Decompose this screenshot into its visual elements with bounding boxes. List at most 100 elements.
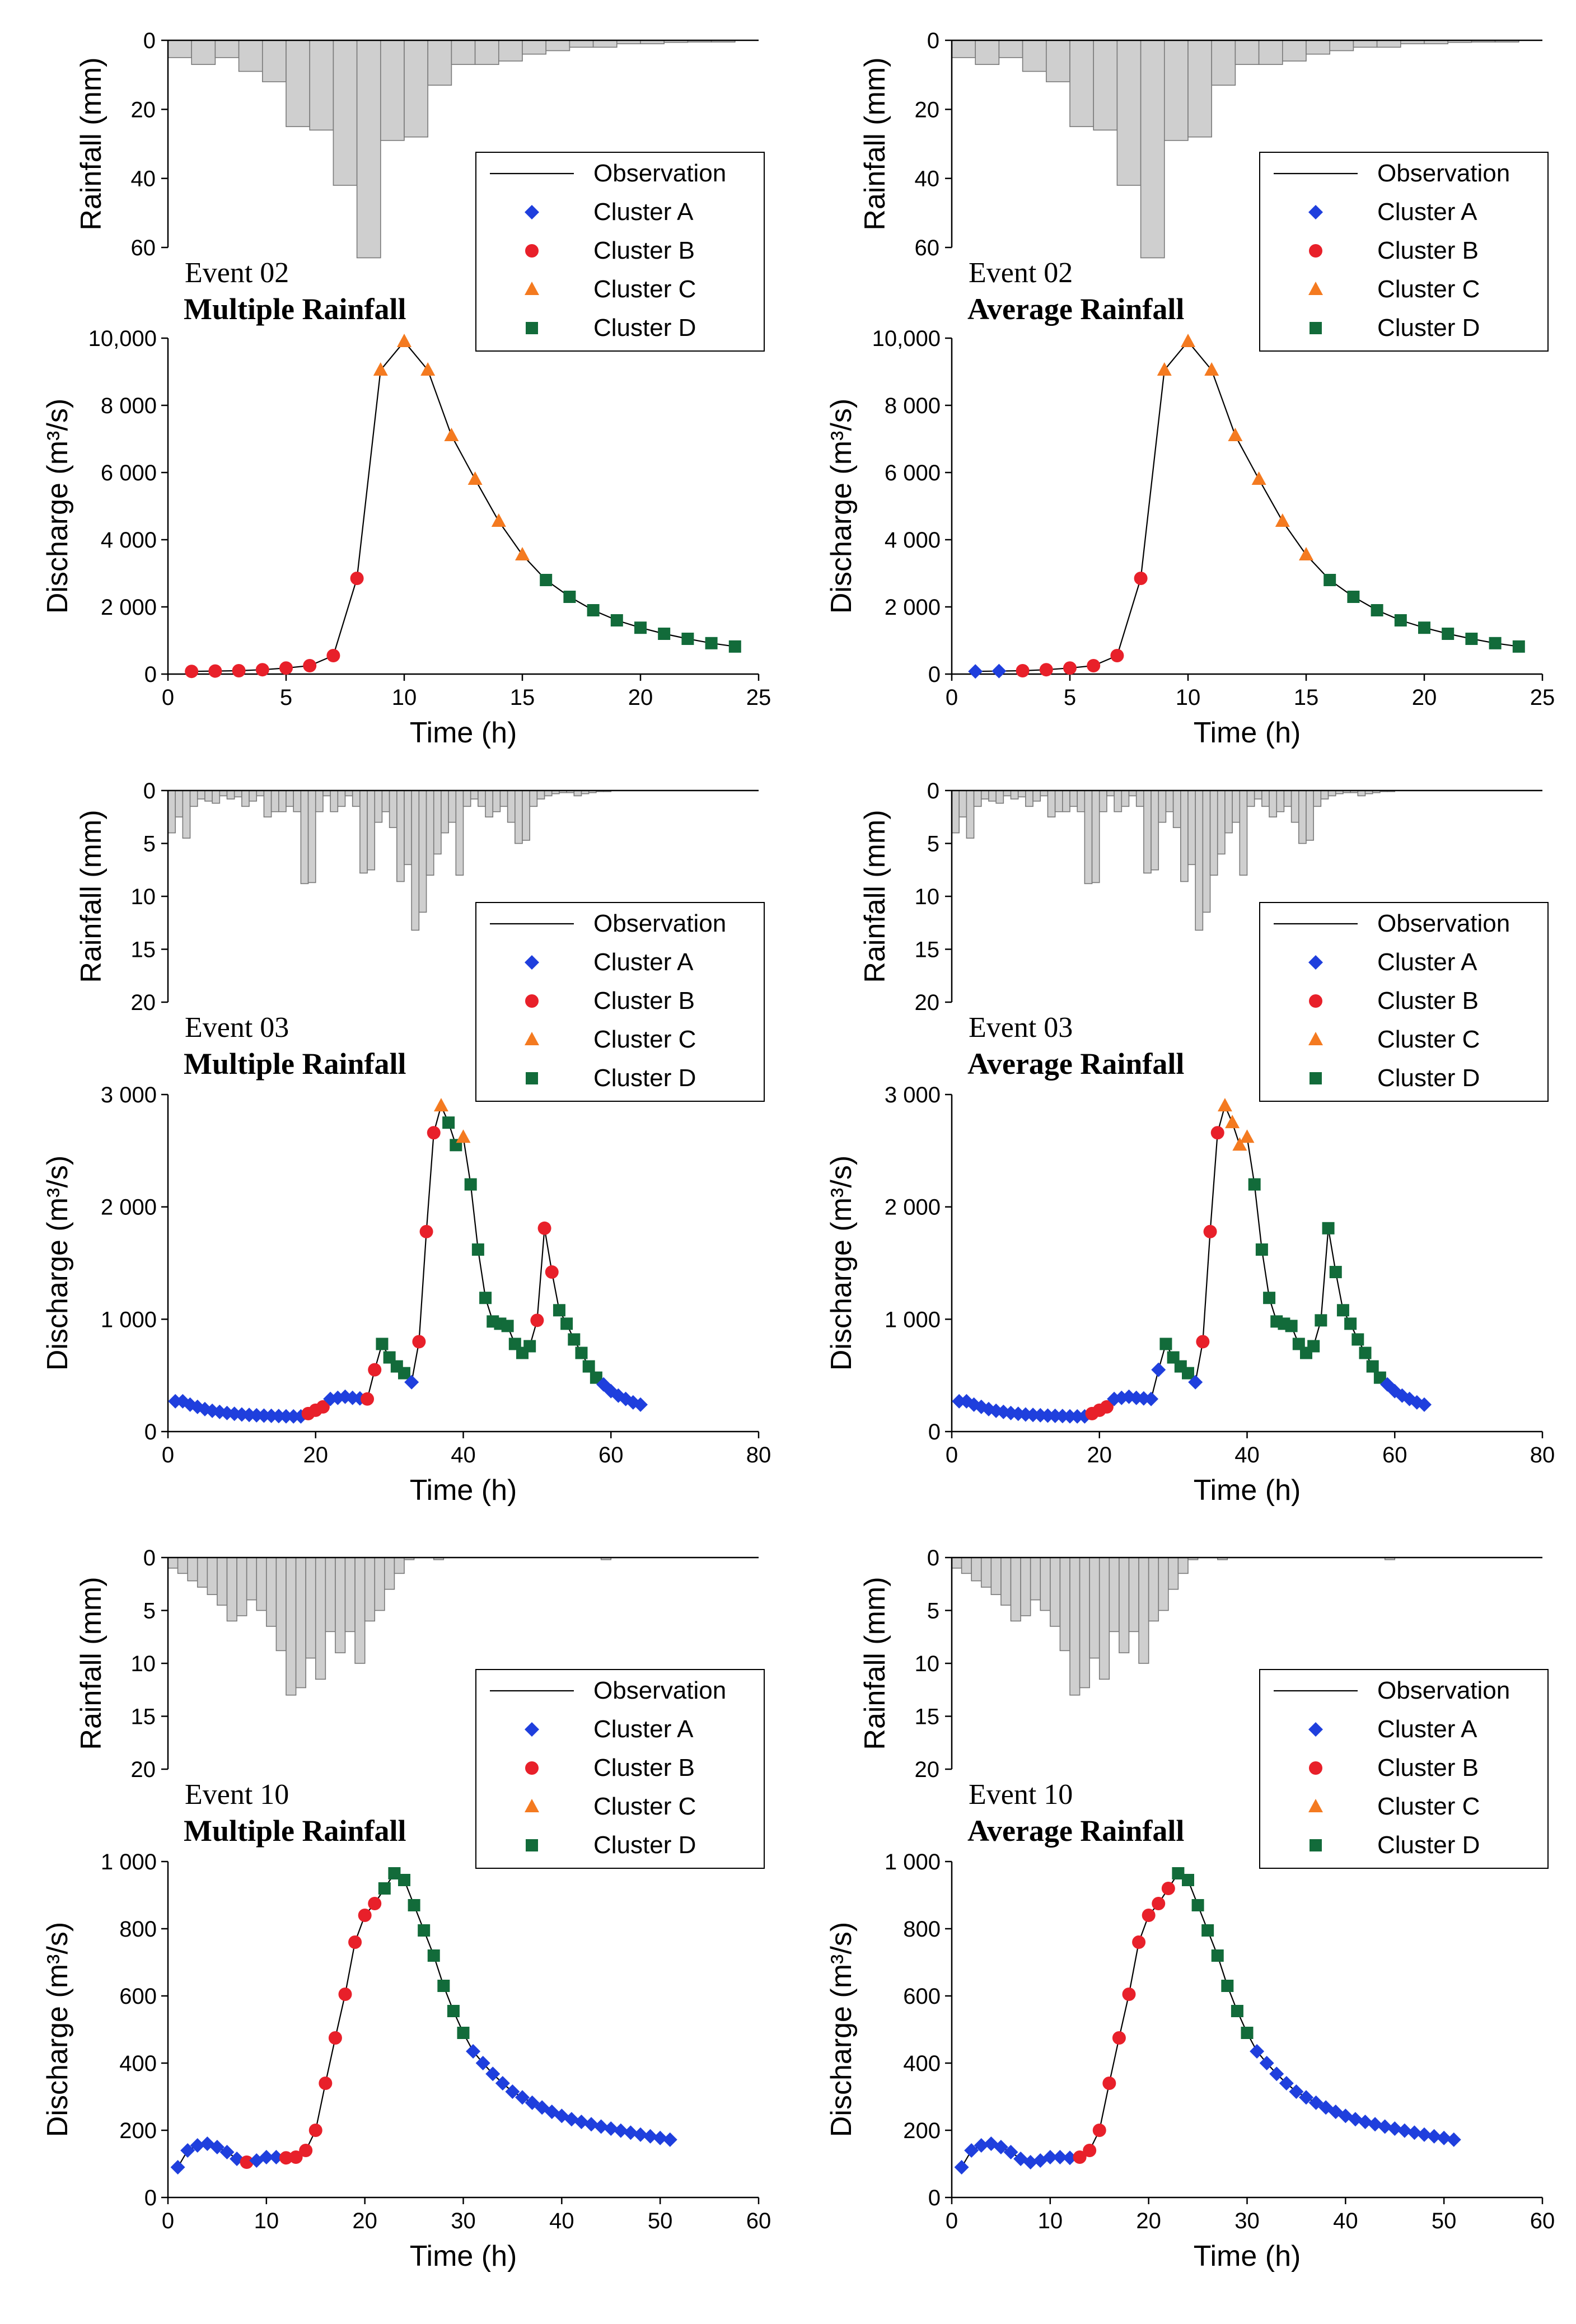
rain-bar xyxy=(1010,1557,1021,1622)
rain-tick-label: 20 xyxy=(131,990,156,1015)
discharge-point-cluster-b xyxy=(1016,664,1030,677)
rain-tick-label: 5 xyxy=(143,1599,156,1624)
panel-event03-average: 0 5 10 15 20 Rainfall (mm) 0 1 000 2 000 3 000 0 20… xyxy=(825,779,1555,1507)
discharge-point-cluster-c xyxy=(397,334,411,347)
rain-tick-label: 20 xyxy=(915,1757,940,1782)
rain-tick-label: 0 xyxy=(927,779,939,803)
rain-bar xyxy=(498,40,523,62)
x-tick-label: 5 xyxy=(280,685,292,710)
rain-bar xyxy=(226,790,235,799)
rain-bar xyxy=(1047,790,1056,818)
rainfall-mode-label: Average Rainfall xyxy=(967,292,1184,326)
rain-bar xyxy=(951,790,960,834)
rain-bar xyxy=(433,790,442,855)
rain-bar xyxy=(1148,1557,1159,1622)
legend-cluster-a: Cluster A xyxy=(593,1715,694,1743)
rain-bar xyxy=(998,40,1023,58)
rain-bar xyxy=(167,40,193,58)
y-tick-label: 8 000 xyxy=(101,394,157,418)
discharge-point-cluster-a xyxy=(1279,2076,1294,2091)
rain-bar xyxy=(182,790,191,839)
rain-tick-label: 60 xyxy=(915,236,940,260)
discharge-point-cluster-a xyxy=(485,2066,501,2082)
discharge-point-cluster-b xyxy=(1210,1126,1224,1140)
rain-bar xyxy=(330,790,339,812)
discharge-axis-label: Discharge (m³/s) xyxy=(825,1156,858,1371)
discharge-point-cluster-b xyxy=(1122,1988,1136,2001)
discharge-point-cluster-a xyxy=(466,2044,481,2059)
rain-bar xyxy=(1290,790,1299,823)
legend-swatch-cluster-c xyxy=(525,282,539,295)
event-label: Event 03 xyxy=(185,1012,289,1044)
discharge-point-cluster-a xyxy=(259,2150,274,2164)
legend-cluster-d: Cluster D xyxy=(1377,1831,1480,1859)
y-tick-label: 600 xyxy=(903,1984,941,2009)
legend-cluster-a: Cluster A xyxy=(593,948,694,976)
rain-bar xyxy=(381,790,390,812)
discharge-point-cluster-a xyxy=(954,2160,969,2175)
rain-bar xyxy=(1353,40,1378,48)
rain-bar xyxy=(1224,790,1233,834)
legend-observation: Observation xyxy=(593,910,726,937)
rain-bar xyxy=(515,790,523,844)
discharge-point-cluster-a xyxy=(593,2119,609,2134)
rain-bar xyxy=(197,1557,208,1588)
legend: Observation Cluster A Cluster B Cluster C Cl… xyxy=(1259,1669,1549,1869)
x-tick-label: 25 xyxy=(746,685,771,710)
discharge-point-cluster-a xyxy=(1269,2066,1284,2082)
rain-bar xyxy=(536,790,545,799)
rain-bar xyxy=(441,790,449,834)
x-tick-label: 60 xyxy=(1382,1443,1407,1467)
discharge-point-cluster-d xyxy=(464,1178,477,1191)
rain-bar xyxy=(1269,790,1278,818)
rain-bar xyxy=(1091,790,1100,883)
y-tick-label: 0 xyxy=(144,2186,157,2210)
y-tick-label: 2 000 xyxy=(101,1195,157,1220)
discharge-point-cluster-d xyxy=(398,1874,410,1886)
rain-bar xyxy=(995,790,1004,804)
rain-bar xyxy=(1069,40,1095,127)
rain-bar xyxy=(544,790,553,797)
discharge-point-cluster-c xyxy=(491,513,506,527)
discharge-point-cluster-d xyxy=(378,1882,391,1895)
discharge-point-cluster-a xyxy=(1151,1362,1166,1377)
event-label: Event 02 xyxy=(969,257,1073,289)
legend-swatch-cluster-d xyxy=(526,322,538,334)
legend-cluster-b: Cluster B xyxy=(1377,237,1479,264)
rain-bar xyxy=(1010,790,1019,799)
discharge-point-cluster-d xyxy=(681,633,694,645)
legend-cluster-a: Cluster A xyxy=(1377,1715,1477,1743)
rain-bar xyxy=(1114,790,1123,812)
rain-bar xyxy=(1276,790,1285,812)
legend-box xyxy=(1259,1669,1549,1869)
discharge-point-cluster-c xyxy=(1181,334,1195,347)
rain-bar xyxy=(990,1557,1002,1595)
rain-bar xyxy=(396,790,405,882)
rain-tick-label: 5 xyxy=(143,832,156,857)
rain-bar xyxy=(325,1557,336,1633)
rain-bar xyxy=(404,40,429,138)
rain-bar xyxy=(249,790,258,802)
y-tick-label: 0 xyxy=(928,662,941,687)
rain-bar xyxy=(1239,790,1248,876)
time-axis-label: Time (h) xyxy=(410,1474,517,1507)
discharge-point-cluster-b xyxy=(537,1221,551,1235)
x-tick-label: 20 xyxy=(303,1443,329,1467)
rain-axis-label: Rainfall (mm) xyxy=(75,1577,107,1750)
legend-cluster-c: Cluster C xyxy=(1377,1026,1480,1053)
discharge-point-cluster-d xyxy=(1465,633,1478,645)
rain-bar xyxy=(951,40,976,58)
discharge-point-cluster-c xyxy=(1232,1137,1247,1151)
x-tick-label: 40 xyxy=(1234,1443,1260,1467)
discharge-point-cluster-d xyxy=(1241,2027,1254,2039)
discharge-point-cluster-d xyxy=(398,1367,410,1380)
rain-bar xyxy=(1172,790,1181,828)
discharge-point-cluster-b xyxy=(185,665,199,679)
x-tick-label: 30 xyxy=(451,2209,476,2233)
discharge-point-cluster-b xyxy=(328,2031,342,2045)
discharge-point-cluster-b xyxy=(326,649,340,662)
discharge-point-cluster-a xyxy=(633,2127,648,2142)
discharge-point-cluster-d xyxy=(575,1346,588,1359)
discharge-point-cluster-c xyxy=(456,1129,471,1143)
